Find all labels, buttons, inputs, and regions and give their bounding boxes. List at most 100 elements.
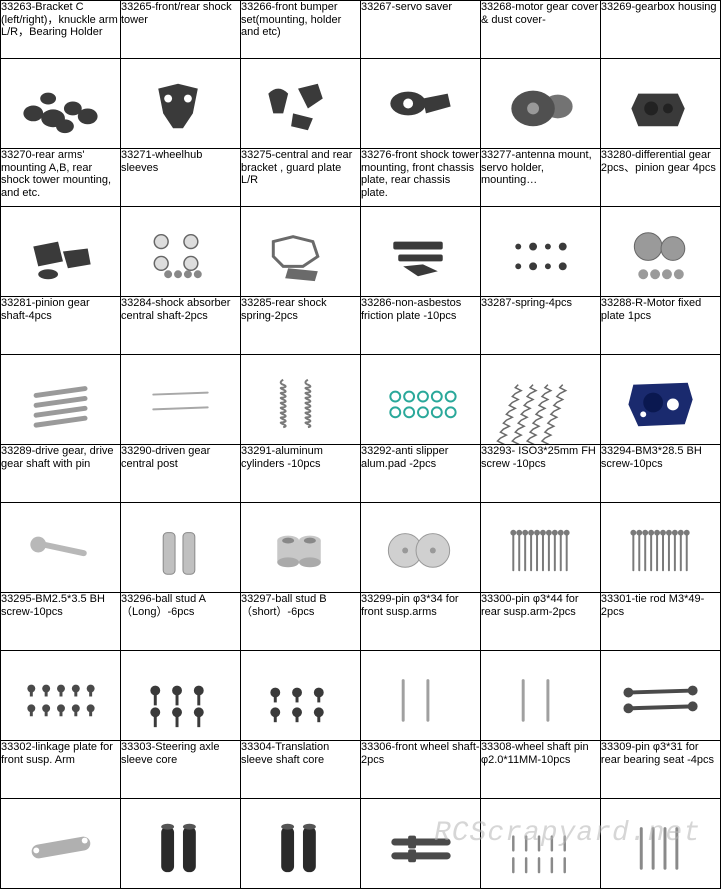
part-image-cell: [120, 355, 240, 445]
part-icon: [361, 59, 480, 148]
part-label-cell: 33277-antenna mount, servo holder, mount…: [480, 149, 600, 207]
part-label-cell: 33293- ISO3*25mm FH screw -10pcs: [480, 445, 600, 503]
part-image-cell: [120, 799, 240, 889]
part-label-cell: 33275-central and rear bracket , guard p…: [240, 149, 360, 207]
part-icon: [121, 503, 240, 592]
part-label-cell: 33270-rear arms' mounting A,B, rear shoc…: [1, 149, 121, 207]
part-image-cell: [240, 651, 360, 741]
part-icon: [361, 503, 480, 592]
part-label-cell: 33301-tie rod M3*49-2pcs: [600, 593, 720, 651]
part-icon: [1, 355, 120, 444]
part-icon: [361, 207, 480, 296]
part-label-cell: 33297-ball stud B（short）-6pcs: [240, 593, 360, 651]
part-image-cell: [240, 59, 360, 149]
part-image-cell: [120, 503, 240, 593]
part-label-cell: 33287-spring-4pcs: [480, 297, 600, 355]
part-image-cell: [360, 651, 480, 741]
part-icon: [241, 799, 360, 888]
part-icon: [1, 651, 120, 740]
part-label-cell: 33286-non-asbestos friction plate -10pcs: [360, 297, 480, 355]
part-label-cell: 33291-aluminum cylinders -10pcs: [240, 445, 360, 503]
part-label-cell: 33302-linkage plate for front susp. Arm: [1, 741, 121, 799]
part-label-cell: 33265-front/rear shock tower: [120, 1, 240, 59]
part-label-cell: 33271-wheelhub sleeves: [120, 149, 240, 207]
part-image-cell: [600, 799, 720, 889]
part-icon: [481, 207, 600, 296]
part-icon: [361, 651, 480, 740]
part-image-cell: [360, 355, 480, 445]
part-icon: [241, 59, 360, 148]
part-image-cell: [1, 207, 121, 297]
part-icon: [121, 59, 240, 148]
part-label-cell: 33285-rear shock spring-2pcs: [240, 297, 360, 355]
part-icon: [121, 799, 240, 888]
part-icon: [481, 355, 600, 444]
part-image-cell: [480, 799, 600, 889]
part-icon: [121, 207, 240, 296]
part-label-cell: 33295-BM2.5*3.5 BH screw-10pcs: [1, 593, 121, 651]
part-label-cell: 33269-gearbox housing: [600, 1, 720, 59]
part-icon: [1, 503, 120, 592]
part-image-cell: [360, 799, 480, 889]
part-icon: [1, 59, 120, 148]
part-label-cell: 33299-pin φ3*34 for front susp.arms: [360, 593, 480, 651]
part-image-cell: [360, 207, 480, 297]
part-icon: [601, 59, 720, 148]
part-icon: [601, 355, 720, 444]
part-image-cell: [480, 503, 600, 593]
part-icon: [481, 651, 600, 740]
part-label-cell: 33306-front wheel shaft-2pcs: [360, 741, 480, 799]
part-image-cell: [600, 503, 720, 593]
part-image-cell: [360, 503, 480, 593]
part-icon: [241, 651, 360, 740]
part-label-cell: 33288-R-Motor fixed plate 1pcs: [600, 297, 720, 355]
part-label-cell: 33300-pin φ3*44 for rear susp.arm-2pcs: [480, 593, 600, 651]
part-icon: [121, 651, 240, 740]
part-image-cell: [480, 207, 600, 297]
part-image-cell: [360, 59, 480, 149]
part-label-cell: 33308-wheel shaft pin φ2.0*11MM-10pcs: [480, 741, 600, 799]
part-label-cell: 33294-BM3*28.5 BH screw-10pcs: [600, 445, 720, 503]
part-image-cell: [240, 207, 360, 297]
part-label-cell: 33276-front shock tower mounting, front …: [360, 149, 480, 207]
part-label-cell: 33290-driven gear central post: [120, 445, 240, 503]
part-icon: [481, 799, 600, 888]
part-label-cell: 33281-pinion gear shaft-4pcs: [1, 297, 121, 355]
part-label-cell: 33309-pin φ3*31 for rear bearing seat -4…: [600, 741, 720, 799]
part-icon: [121, 355, 240, 444]
part-label-cell: 33280-differential gear 2pcs、pinion gear…: [600, 149, 720, 207]
parts-catalog-table: 33263-Bracket C (left/right)，knuckle arm…: [0, 0, 721, 889]
part-icon: [481, 59, 600, 148]
part-icon: [1, 207, 120, 296]
part-image-cell: [1, 59, 121, 149]
part-label-cell: 33266-front bumper set(mounting, holder …: [240, 1, 360, 59]
part-label-cell: 33304-Translation sleeve shaft core: [240, 741, 360, 799]
part-image-cell: [600, 355, 720, 445]
part-icon: [241, 503, 360, 592]
part-image-cell: [120, 59, 240, 149]
part-image-cell: [120, 207, 240, 297]
part-image-cell: [240, 799, 360, 889]
part-icon: [601, 503, 720, 592]
part-icon: [601, 651, 720, 740]
part-label-cell: 33296-ball stud A （Long）-6pcs: [120, 593, 240, 651]
part-image-cell: [1, 503, 121, 593]
part-icon: [361, 355, 480, 444]
part-label-cell: 33268-motor gear cover & dust cover-: [480, 1, 600, 59]
part-label-cell: 33284-shock absorber central shaft-2pcs: [120, 297, 240, 355]
part-label-cell: 33289-drive gear, drive gear shaft with …: [1, 445, 121, 503]
part-icon: [481, 503, 600, 592]
part-icon: [601, 207, 720, 296]
part-label-cell: 33303-Steering axle sleeve core: [120, 741, 240, 799]
part-image-cell: [240, 355, 360, 445]
part-image-cell: [600, 651, 720, 741]
part-image-cell: [480, 355, 600, 445]
part-image-cell: [1, 651, 121, 741]
part-image-cell: [480, 651, 600, 741]
part-image-cell: [1, 799, 121, 889]
part-icon: [361, 799, 480, 888]
part-label-cell: 33263-Bracket C (left/right)，knuckle arm…: [1, 1, 121, 59]
part-image-cell: [1, 355, 121, 445]
part-label-cell: 33267-servo saver: [360, 1, 480, 59]
part-image-cell: [480, 59, 600, 149]
